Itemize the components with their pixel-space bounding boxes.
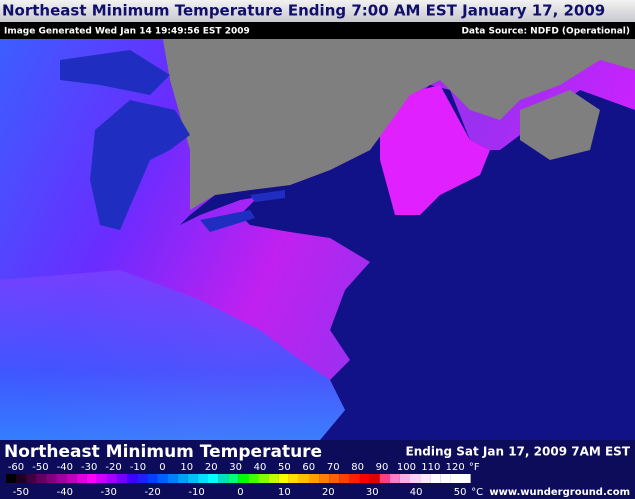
swatch [197, 474, 208, 483]
swatch [268, 474, 279, 483]
fahrenheit-label: 80 [351, 462, 364, 473]
swatch [369, 474, 380, 483]
lake-michigan [90, 100, 190, 230]
fahrenheit-label: 0 [159, 462, 165, 473]
south-land [0, 270, 345, 440]
generated: Image Generated Wed Jan 14 19:49:56 EST … [4, 27, 250, 37]
lake-erie [200, 210, 255, 232]
swatch [127, 474, 138, 483]
swatch [36, 474, 47, 483]
fahrenheit-label: 120 [446, 462, 465, 473]
fahrenheit-label: -30 [81, 462, 97, 473]
fahrenheit-label: -50 [32, 462, 48, 473]
swatch [16, 474, 27, 483]
nova-scotia [520, 90, 600, 160]
swatch [460, 474, 471, 483]
swatch [137, 474, 148, 483]
swatch [339, 474, 350, 483]
swatch [349, 474, 360, 483]
swatch [147, 474, 158, 483]
celsius-label: 20 [322, 487, 335, 498]
legend-valid: Ending Sat Jan 17, 2009 7AM EST [406, 445, 631, 459]
swatch [440, 474, 451, 483]
info-bar [0, 22, 635, 39]
swatch [86, 474, 97, 483]
maine [380, 85, 490, 215]
site: www.wunderground.com [489, 487, 630, 498]
legend-panel [0, 440, 635, 499]
swatch [167, 474, 178, 483]
lake-ontario [250, 190, 285, 202]
fahrenheit-label: 50 [278, 462, 291, 473]
fahrenheit-label: 10 [180, 462, 193, 473]
swatch [177, 474, 188, 483]
title-bar [0, 0, 635, 22]
source: Data Source: NDFD (Operational) [461, 27, 630, 37]
fahrenheit-label: 60 [302, 462, 315, 473]
fahrenheit-label: 100 [397, 462, 416, 473]
lake-superior [60, 50, 170, 95]
swatch [6, 474, 17, 483]
fahrenheit-label: -20 [105, 462, 121, 473]
swatch [420, 474, 431, 483]
celsius-label: -40 [57, 487, 73, 498]
celsius-label: -50 [13, 487, 29, 498]
swatch [278, 474, 289, 483]
swatch [46, 474, 57, 483]
celsius-unit: °C [471, 487, 483, 498]
swatch [309, 474, 320, 483]
fahrenheit-label: 30 [229, 462, 242, 473]
swatch [107, 474, 118, 483]
fahrenheit-label: -10 [130, 462, 146, 473]
swatch [76, 474, 87, 483]
swatch [117, 474, 128, 483]
celsius-label: -10 [188, 487, 204, 498]
swatch [26, 474, 37, 483]
swatch [450, 474, 461, 483]
fahrenheit-label: -40 [57, 462, 73, 473]
title: Northeast Minimum Temperature Ending 7:0… [2, 2, 605, 20]
swatch [410, 474, 421, 483]
celsius-label: 0 [237, 487, 243, 498]
celsius-label: -20 [144, 487, 160, 498]
swatch [298, 474, 309, 483]
celsius-label: 40 [410, 487, 423, 498]
swatch [258, 474, 269, 483]
fahrenheit-label: 90 [376, 462, 389, 473]
canada [160, 22, 635, 210]
fahrenheit-label: 110 [421, 462, 440, 473]
swatch [379, 474, 390, 483]
celsius-label: 50 [454, 487, 467, 498]
swatch [56, 474, 67, 483]
celsius-label: 10 [278, 487, 291, 498]
swatch [359, 474, 370, 483]
fahrenheit-label: 40 [254, 462, 267, 473]
celsius-label: 30 [366, 487, 379, 498]
swatch [399, 474, 410, 483]
swatch [248, 474, 259, 483]
swatch [288, 474, 299, 483]
legend-title: Northeast Minimum Temperature [4, 442, 322, 462]
fahrenheit-unit: °F [469, 462, 480, 473]
fahrenheit-label: -60 [8, 462, 24, 473]
swatch [96, 474, 107, 483]
fahrenheit-label: 20 [205, 462, 218, 473]
swatch [187, 474, 198, 483]
swatch [208, 474, 219, 483]
swatch [238, 474, 249, 483]
swatch [228, 474, 239, 483]
swatch [66, 474, 77, 483]
swatch [389, 474, 400, 483]
swatch [329, 474, 340, 483]
fahrenheit-label: 70 [327, 462, 340, 473]
swatch [319, 474, 330, 483]
swatch [157, 474, 168, 483]
swatch [218, 474, 229, 483]
celsius-label: -30 [101, 487, 117, 498]
swatch [430, 474, 441, 483]
